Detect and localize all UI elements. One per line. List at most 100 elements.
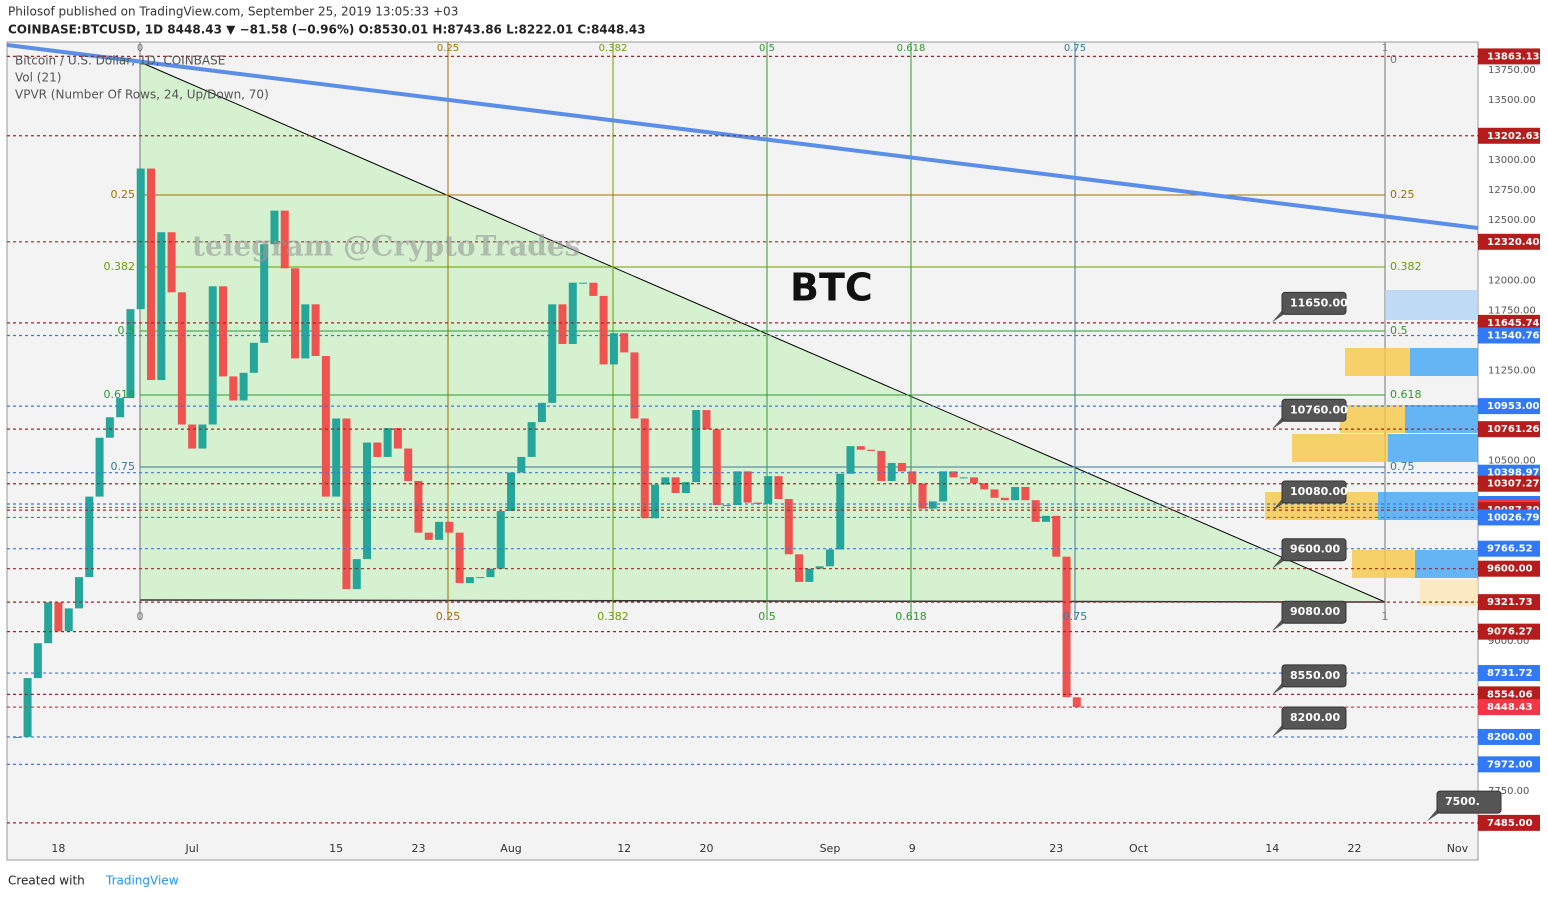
candle [126, 309, 135, 399]
fib-time-label: 0.25 [436, 610, 461, 623]
candle [815, 566, 824, 569]
candle [239, 372, 248, 401]
level-tag [1478, 594, 1540, 611]
callout-label: 9080.00 [1290, 605, 1340, 618]
candle [692, 410, 701, 483]
candle [939, 471, 948, 502]
candle [177, 292, 186, 425]
x-tick-label: 9 [909, 842, 916, 855]
callout-box [1281, 706, 1347, 730]
callout-box [1436, 790, 1502, 814]
y-tick-label: 12500.00 [1488, 215, 1536, 226]
fib-time-label: 0.618 [895, 610, 927, 623]
level-label: 13863.13 [1487, 51, 1540, 62]
candle [887, 462, 896, 481]
candle [856, 446, 865, 450]
candle [681, 482, 690, 493]
fib-price-label: 0 [1390, 53, 1397, 66]
candle [136, 168, 145, 310]
fib-price-label: 0.5 [1390, 324, 1408, 337]
fib-time-label: 0.75 [1063, 610, 1088, 623]
level-tag [1478, 475, 1540, 492]
level-label: 8448.43 [1487, 702, 1533, 713]
candle [167, 232, 176, 293]
candle [75, 577, 84, 609]
candle [805, 568, 814, 582]
fib-time-label: 0.382 [599, 43, 628, 54]
candle [147, 168, 156, 381]
candle [157, 232, 166, 381]
candle [1031, 500, 1040, 522]
level-tag [1478, 314, 1540, 331]
candle [1052, 515, 1061, 557]
fib-time-label: 0.75 [1064, 43, 1086, 54]
candle [1021, 486, 1030, 501]
candle [784, 499, 793, 555]
x-tick-label: 15 [329, 842, 343, 855]
candle [609, 333, 618, 365]
candle [291, 268, 300, 359]
level-label: 9321.73 [1487, 597, 1533, 608]
level-tag [1478, 327, 1540, 344]
triangle-line [139, 61, 1386, 603]
fib-price-label: 0.382 [1390, 260, 1422, 273]
candle [517, 456, 526, 473]
candle [404, 448, 413, 481]
x-tick-label: Aug [500, 842, 521, 855]
trendline [7, 43, 1478, 230]
chart-title: BTC [790, 266, 873, 310]
candle [393, 428, 402, 449]
candle [321, 356, 330, 497]
y-tick-label: 13500.00 [1488, 95, 1536, 106]
candle [949, 471, 958, 478]
candle [342, 418, 351, 590]
candle [877, 450, 886, 481]
candle [1000, 497, 1009, 501]
fib-time-label: 0.25 [437, 43, 459, 54]
candle [640, 418, 649, 519]
candle [661, 477, 670, 485]
footer: Created with [8, 874, 85, 888]
callout-label: 7500. [1445, 795, 1480, 808]
level-tag [1478, 699, 1540, 716]
footer-link[interactable]: TradingView [105, 874, 179, 888]
callout-label: 9600.00 [1290, 543, 1340, 556]
candle [620, 333, 629, 353]
candle [435, 521, 444, 540]
fib-time-label: 0 [137, 43, 143, 54]
candle [208, 286, 217, 425]
legend-item: Bitcoin / U.S. Dollar, 1D, COINBASE [15, 54, 225, 68]
candle [723, 505, 732, 507]
level-label: 11540.76 [1487, 330, 1540, 341]
candle [1041, 515, 1050, 522]
y-tick-label: 13750.00 [1488, 65, 1536, 76]
candle [116, 398, 125, 418]
candle [301, 304, 310, 359]
candle [651, 484, 660, 519]
level-label: 9076.27 [1487, 627, 1533, 638]
x-tick-label: 23 [1049, 842, 1063, 855]
candle [918, 483, 927, 509]
candle [1072, 697, 1081, 708]
candle [198, 424, 207, 449]
level-label: 10026.79 [1487, 512, 1540, 523]
level-tag [1478, 756, 1540, 773]
fib-time-label: 1 [1382, 43, 1388, 54]
candle [980, 483, 989, 490]
y-tick-label: 12750.00 [1488, 185, 1536, 196]
candle [589, 282, 598, 296]
level-label: 7485.00 [1487, 818, 1533, 829]
level-label: 10398.97 [1487, 468, 1540, 479]
candle [558, 304, 567, 344]
candle [465, 577, 474, 584]
candle [527, 422, 536, 457]
level-label: 8554.06 [1487, 689, 1533, 700]
candle [249, 342, 258, 373]
candle [373, 442, 382, 457]
candle [486, 568, 495, 578]
candle [825, 549, 834, 567]
callout-label: 10080.00 [1290, 485, 1348, 498]
candle [64, 608, 73, 632]
fib-price-label: 0.25 [1390, 188, 1415, 201]
candle [774, 476, 783, 500]
